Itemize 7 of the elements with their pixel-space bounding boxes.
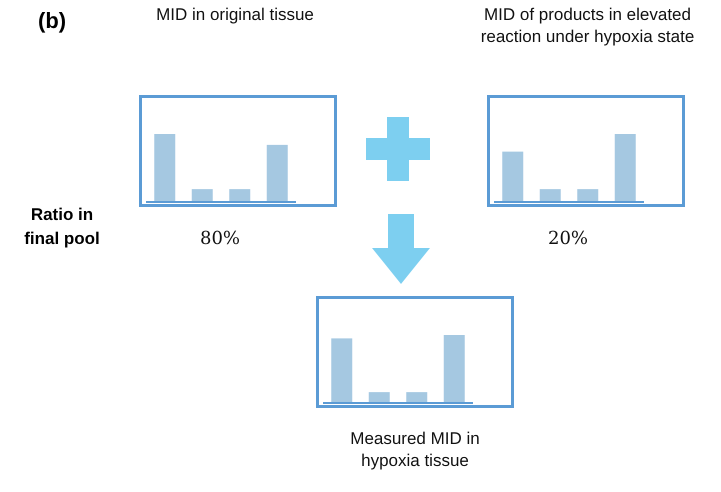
text: 80% [200, 228, 240, 249]
chart-title: MID in original tissue [155, 4, 315, 26]
text: 20% [548, 228, 588, 249]
chart-title: MID of products in elevated reaction under hypoxia state [480, 4, 696, 48]
text: Measured MID in hypoxia tissue [349, 428, 481, 472]
text: Ratio in final pool [23, 204, 101, 250]
text: (b) [38, 8, 66, 34]
